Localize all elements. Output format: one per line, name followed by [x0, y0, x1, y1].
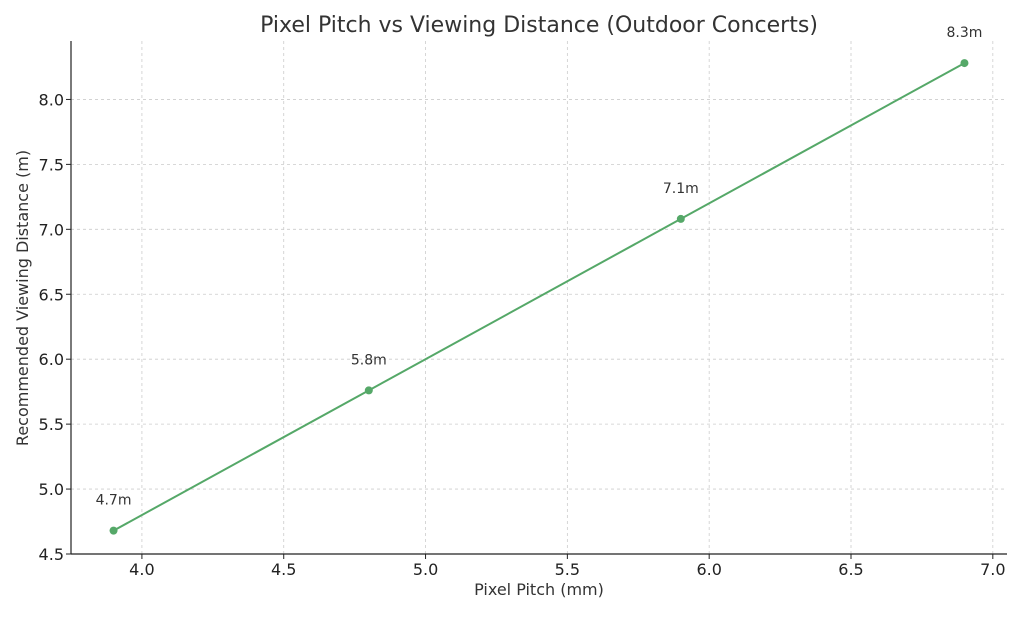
data-label: 8.3m [947, 25, 983, 41]
y-tick-label: 5.0 [39, 480, 64, 499]
series-layer [109, 59, 969, 535]
data-label: 7.1m [663, 181, 699, 197]
x-tick-label: 5.5 [555, 560, 580, 579]
data-point [364, 386, 373, 395]
y-tick-label: 6.0 [39, 350, 64, 369]
y-tick-label: 7.0 [39, 220, 64, 239]
chart-title: Pixel Pitch vs Viewing Distance (Outdoor… [260, 13, 818, 38]
data-label: 5.8m [351, 352, 387, 368]
y-axis-title: Recommended Viewing Distance (m) [13, 150, 32, 446]
grid-layer [71, 41, 1007, 554]
x-tick-label: 5.0 [413, 560, 438, 579]
x-tick-label: 7.0 [980, 560, 1005, 579]
x-tick-label: 6.0 [696, 560, 721, 579]
y-tick-label: 5.5 [39, 415, 64, 434]
data-point [109, 526, 118, 535]
y-tick-label: 4.5 [39, 545, 64, 564]
data-labels-layer: 4.7m 5.8m 7.1m 8.3m [96, 25, 983, 509]
ticks-layer: 4.0 4.5 5.0 5.5 6.0 6.5 7.0 4.5 5.0 5.5 6.0 6.5 7.0 7… [39, 90, 1006, 579]
x-tick-label: 4.5 [271, 560, 296, 579]
y-tick-label: 8.0 [39, 90, 64, 109]
x-axis-title: Pixel Pitch (mm) [474, 580, 604, 599]
y-tick-label: 6.5 [39, 285, 64, 304]
x-tick-label: 6.5 [838, 560, 863, 579]
data-label: 4.7m [96, 493, 132, 509]
x-tick-label: 4.0 [129, 560, 154, 579]
data-point [676, 214, 685, 223]
data-point [960, 59, 969, 68]
y-tick-label: 7.5 [39, 155, 64, 174]
series-line [113, 62, 965, 532]
